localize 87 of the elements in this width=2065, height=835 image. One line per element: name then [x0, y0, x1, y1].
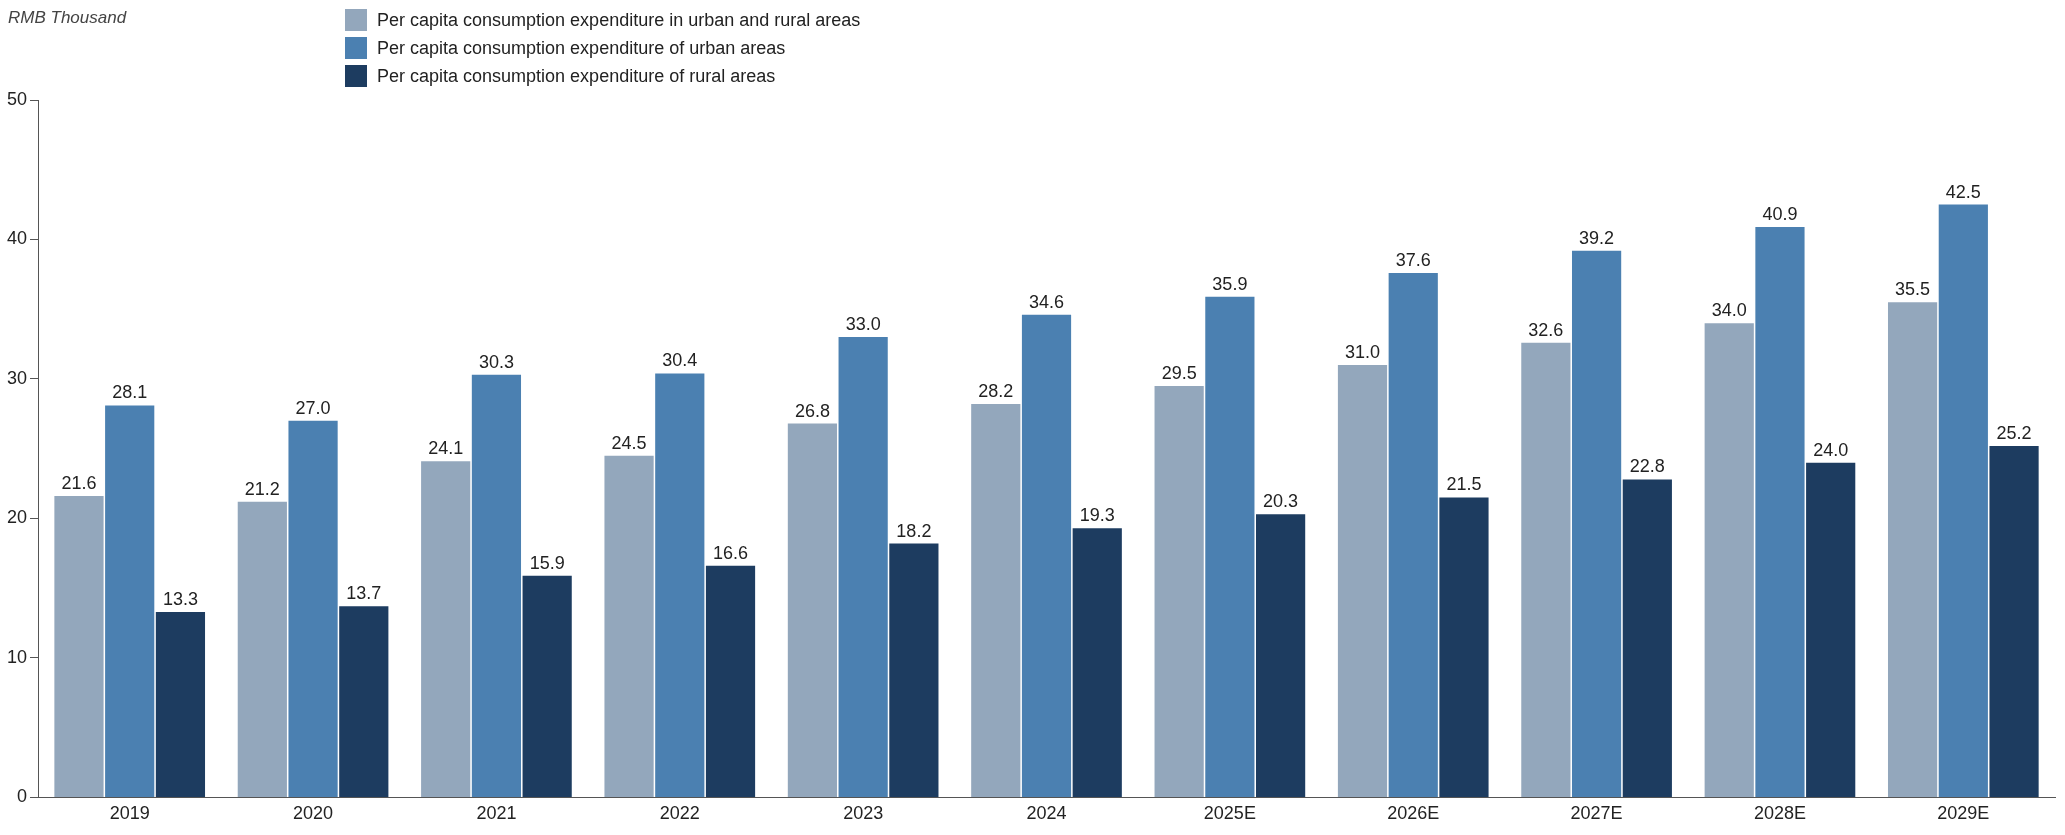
- bar: [1571, 250, 1622, 797]
- bar: [54, 496, 104, 797]
- y-tick-label: 50: [6, 88, 28, 109]
- data-label: 26.8: [794, 400, 830, 421]
- bar: [838, 337, 888, 797]
- bar: [1256, 514, 1306, 797]
- x-tick-label: 2023: [843, 803, 884, 824]
- x-tick-label: 2026E: [1387, 803, 1440, 824]
- data-label: 30.4: [662, 350, 698, 371]
- bar: [1388, 272, 1438, 797]
- data-label: 16.6: [712, 542, 749, 563]
- bar: [1755, 226, 1805, 797]
- x-tick-label: 2024: [1026, 803, 1067, 824]
- x-tick-label: 2027E: [1570, 803, 1623, 824]
- data-label: 20.3: [1263, 491, 1299, 512]
- bar: [1806, 462, 1856, 797]
- data-label: 13.3: [162, 588, 198, 609]
- bar: [421, 461, 471, 797]
- data-label: 25.2: [1996, 422, 2032, 443]
- data-label: 30.3: [478, 351, 514, 372]
- data-label: 28.2: [978, 381, 1014, 402]
- bar: [155, 611, 206, 797]
- bar: [522, 575, 572, 797]
- bar: [604, 455, 654, 797]
- data-label: 24.5: [611, 432, 647, 453]
- y-tick-label: 40: [6, 228, 28, 249]
- legend-label: Per capita consumption expenditure of urban areas: [377, 37, 786, 59]
- bar: [705, 565, 756, 797]
- x-tick-label: 2025E: [1203, 803, 1256, 824]
- y-axis-title: RMB Thousand: [8, 8, 127, 28]
- bar: [1439, 497, 1489, 797]
- data-label: 34.0: [1711, 300, 1747, 321]
- x-tick-label: 2020: [293, 803, 334, 824]
- bar: [105, 405, 155, 797]
- bar: [1072, 528, 1122, 797]
- data-label: 27.0: [295, 397, 331, 418]
- bar: [889, 543, 939, 797]
- data-label: 21.6: [61, 473, 97, 494]
- data-label: 18.2: [896, 520, 932, 541]
- x-tick-label: 2029E: [1937, 803, 1990, 824]
- data-label: 33.0: [845, 314, 881, 335]
- bar: [787, 423, 838, 797]
- data-label: 13.7: [346, 583, 382, 604]
- data-label: 21.2: [244, 478, 280, 499]
- bar: [1021, 314, 1072, 797]
- bar: [655, 373, 705, 797]
- data-label: 37.6: [1395, 249, 1431, 270]
- data-label: 40.9: [1762, 203, 1798, 224]
- data-label: 24.0: [1813, 439, 1849, 460]
- data-label: 21.5: [1446, 474, 1482, 495]
- data-label: 35.9: [1212, 273, 1248, 294]
- data-label: 32.6: [1528, 319, 1564, 340]
- x-tick-label: 2021: [476, 803, 517, 824]
- bar: [471, 374, 522, 797]
- legend-label: Per capita consumption expenditure in urban and rural areas: [377, 9, 861, 31]
- data-label: 19.3: [1079, 505, 1115, 526]
- bar: [288, 420, 338, 797]
- x-tick-label: 2022: [659, 803, 700, 824]
- data-label: 34.6: [1028, 291, 1065, 312]
- data-label: 29.5: [1161, 362, 1197, 383]
- bar: [1622, 479, 1672, 797]
- bar: [1887, 302, 1938, 797]
- data-label: 22.8: [1629, 456, 1665, 477]
- y-tick-label: 0: [17, 786, 28, 807]
- data-label: 31.0: [1344, 341, 1381, 362]
- data-label: 39.2: [1579, 227, 1615, 248]
- bar: [1154, 385, 1204, 797]
- bar: [1938, 204, 1988, 797]
- data-label: 15.9: [529, 552, 565, 573]
- bar: [1989, 445, 2039, 797]
- y-tick-label: 30: [6, 367, 28, 388]
- y-tick-label: 10: [6, 646, 28, 667]
- bar: [1205, 296, 1255, 797]
- bar: [1521, 342, 1571, 797]
- bar: [971, 404, 1021, 797]
- y-tick-label: 20: [6, 507, 28, 528]
- bar: [237, 501, 287, 797]
- data-label: 42.5: [1945, 181, 1981, 202]
- x-tick-label: 2019: [109, 803, 150, 824]
- x-tick-label: 2028E: [1753, 803, 1806, 824]
- data-label: 35.5: [1895, 279, 1931, 300]
- data-label: 24.1: [428, 438, 464, 459]
- bar: [339, 606, 389, 797]
- legend-label: Per capita consumption expenditure of rural areas: [377, 65, 776, 87]
- bar: [1704, 323, 1754, 797]
- data-label: 28.1: [112, 382, 148, 403]
- bar: [1337, 365, 1388, 797]
